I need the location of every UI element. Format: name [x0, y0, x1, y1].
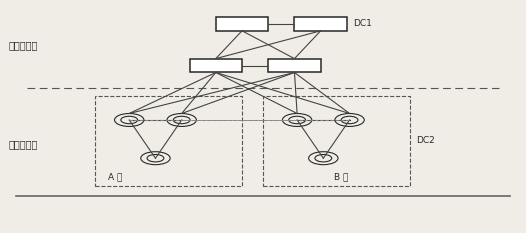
Text: DC2: DC2	[416, 136, 435, 145]
Text: 省际长途网: 省际长途网	[8, 40, 38, 50]
Bar	[268, 58, 321, 72]
Bar	[216, 17, 268, 31]
Text: 省内长途网: 省内长途网	[8, 139, 38, 149]
Text: DC1: DC1	[353, 19, 372, 28]
Bar	[189, 58, 242, 72]
Text: A 省: A 省	[108, 172, 123, 181]
Bar	[95, 96, 242, 186]
Text: B 省: B 省	[334, 172, 348, 181]
Bar	[263, 96, 410, 186]
Bar	[295, 17, 347, 31]
